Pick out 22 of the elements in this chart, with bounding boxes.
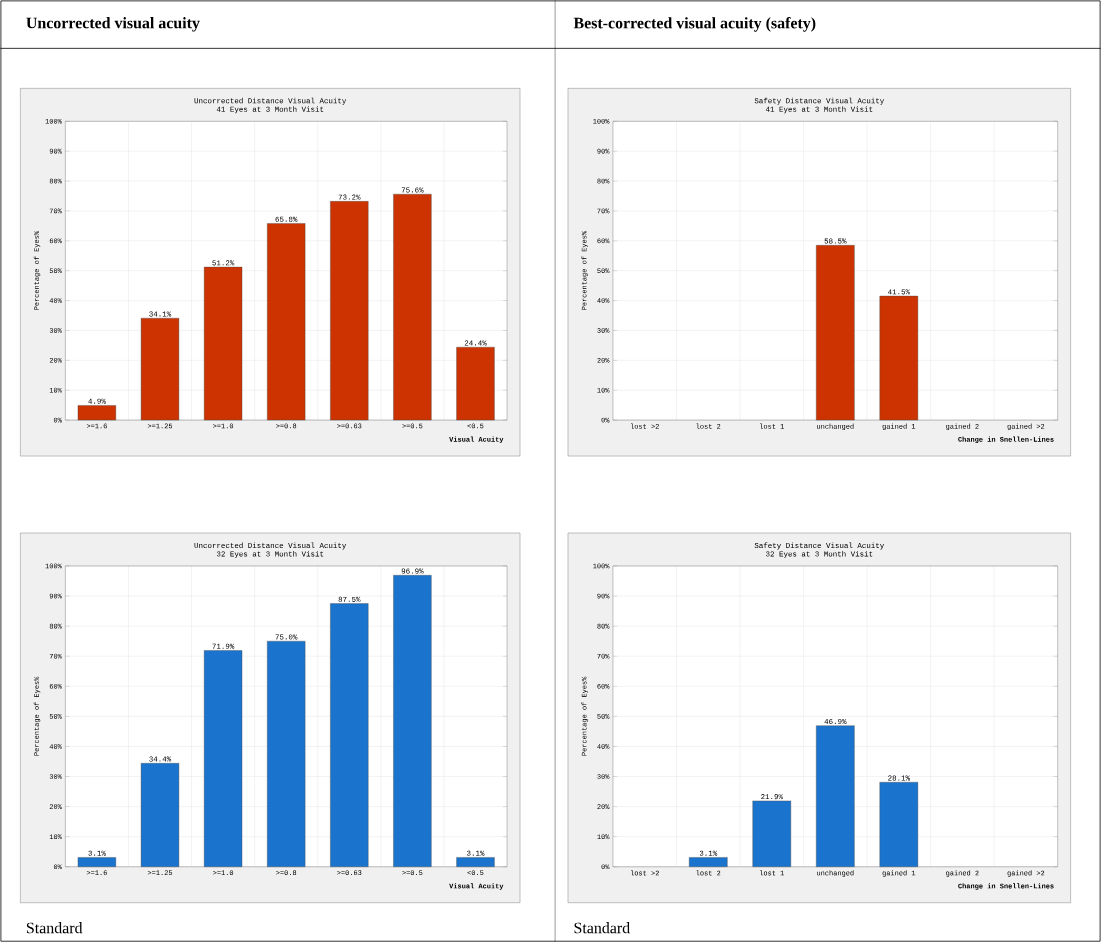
- bar: [77, 405, 117, 421]
- text: Standard: [26, 922, 83, 934]
- bar: [752, 800, 792, 867]
- text: Standard: [574, 922, 630, 934]
- bar: [689, 857, 728, 867]
- bar: [330, 603, 369, 867]
- bar: [393, 193, 432, 421]
- bar: [203, 266, 243, 421]
- bar: [267, 640, 306, 867]
- bar: [77, 857, 117, 867]
- bar: [879, 782, 919, 867]
- bar: [203, 650, 243, 867]
- bar: [330, 201, 369, 421]
- text: Uncorrected visual acuity: [26, 17, 200, 32]
- bar: [816, 725, 855, 867]
- bar: [140, 763, 180, 867]
- text: Best-corrected visual acuity (safety): [573, 17, 816, 32]
- bar: [456, 857, 495, 867]
- bar: [456, 346, 495, 421]
- bar: [140, 317, 180, 421]
- bar: [393, 575, 432, 867]
- bar: [267, 223, 306, 421]
